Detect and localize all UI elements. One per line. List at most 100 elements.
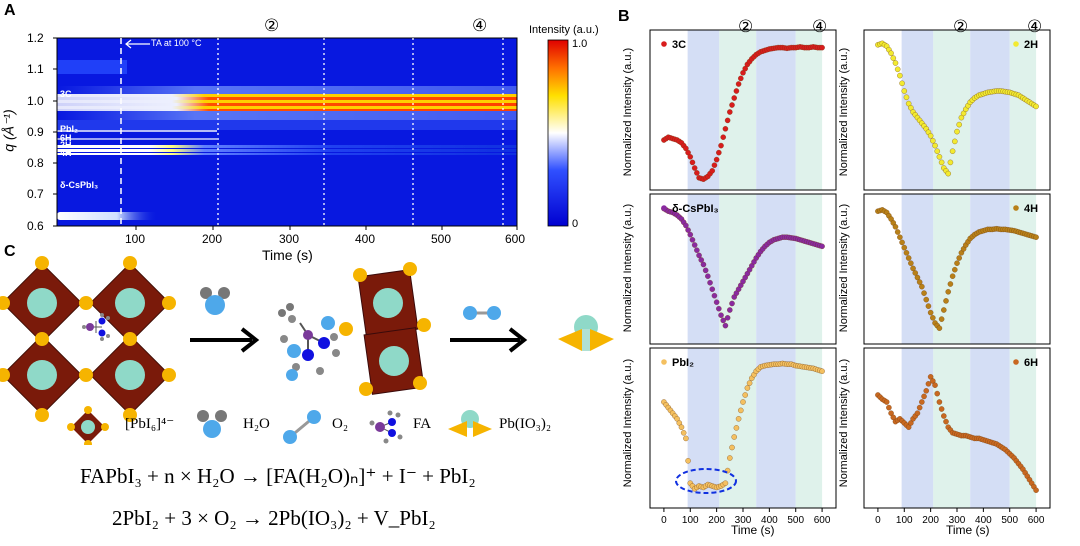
b-ylabel-r1r: Normalized Intensity (a.u.) (838, 47, 851, 177)
data-point (731, 434, 737, 440)
data-point (883, 399, 890, 405)
data-point (720, 134, 726, 140)
a-ytick: 0.6 (27, 219, 44, 233)
b-ylabel-r3l: Normalized Intensity (a.u.) (622, 358, 635, 488)
xtick-label: 200 (708, 515, 725, 526)
legend-fa-icon (369, 410, 403, 444)
data-point (689, 159, 696, 166)
data-point (916, 279, 923, 285)
phase-csPbI3-label: δ-CsPbI₃ (60, 180, 99, 190)
data-point (680, 430, 687, 436)
legend-pbi6-label: [PbI₆]⁴⁻ (125, 416, 175, 432)
legend-marker (661, 205, 667, 211)
phase-2h-label: 2H (60, 140, 72, 150)
data-point (899, 239, 905, 246)
panel-c-schematic (0, 256, 614, 445)
data-point (919, 283, 925, 290)
colorbar-title: Intensity (a.u.) (529, 24, 599, 36)
data-point (899, 80, 905, 87)
data-point (921, 393, 927, 400)
data-point (925, 381, 932, 387)
stage-band (756, 194, 796, 344)
data-point (930, 137, 936, 144)
xtick-label: 100 (896, 515, 913, 526)
subplot-2-1: 6H 0 100 200 300 400 500 600 (863, 347, 1051, 526)
data-point (724, 117, 731, 124)
data-point (956, 255, 962, 261)
data-point (713, 156, 720, 163)
stage-band (719, 30, 757, 190)
stage-band (756, 30, 796, 190)
data-point (947, 281, 954, 287)
data-point (903, 94, 910, 101)
data-point (903, 250, 910, 256)
b-stage-4-right: ④ (1027, 17, 1043, 36)
data-point (912, 270, 919, 276)
data-point (897, 234, 903, 240)
phase-pbi2-label: PbI₂ (60, 124, 78, 134)
pbio3-product (558, 315, 614, 351)
legend-pbio3-label: Pb(IO₃)₂ (499, 416, 552, 432)
perovskite-lattice (0, 256, 176, 422)
a-xtick: 100 (125, 232, 146, 246)
xtick-label: 400 (975, 515, 992, 526)
data-point (738, 407, 744, 414)
data-point (943, 418, 949, 425)
data-point (729, 444, 735, 451)
data-point (691, 165, 698, 171)
legend-h2o-label: H₂O (243, 416, 270, 432)
stage-band (795, 194, 823, 344)
legend-pbi6-icon (67, 406, 109, 445)
xtick-label: 0 (661, 515, 667, 526)
data-point (733, 88, 740, 94)
data-point (722, 126, 729, 132)
data-point (952, 266, 958, 273)
h2o-molecule (200, 287, 230, 315)
data-point (914, 410, 921, 416)
xtick-label: 300 (949, 515, 966, 526)
data-point (740, 399, 746, 405)
a-xtick: 300 (279, 232, 300, 246)
subplot-0-1: 2H (863, 29, 1051, 191)
pbi2-layer (339, 262, 431, 396)
stage-band (933, 194, 971, 344)
subplot-frame (649, 29, 837, 191)
subplot-2-0: PbI₂ 0 100 200 300 400 500 600 (649, 347, 837, 526)
data-point (936, 399, 943, 405)
stage-band (795, 348, 823, 508)
data-point (905, 255, 912, 261)
data-point (888, 50, 894, 56)
data-point (941, 307, 947, 313)
a-ytick: 0.7 (27, 187, 44, 201)
data-point (919, 399, 925, 405)
xtick-label: 0 (875, 515, 881, 526)
data-point (683, 222, 689, 229)
data-point (1033, 487, 1039, 493)
a-xtick: 400 (355, 232, 376, 246)
phase-4h-label: 4H (60, 148, 72, 158)
data-point (954, 260, 960, 266)
data-point (724, 315, 731, 321)
data-point (718, 312, 724, 318)
b-ylabel-r2r: Normalized Intensity (a.u.) (838, 203, 851, 333)
data-point (687, 154, 694, 160)
data-point (819, 44, 825, 51)
a-ytick: 1.1 (27, 62, 44, 76)
data-point (716, 305, 722, 312)
stage-band (970, 30, 1010, 190)
data-point (683, 435, 689, 442)
data-point (952, 138, 958, 145)
colorbar-max: 1.0 (572, 38, 588, 50)
data-point (698, 257, 705, 263)
data-point (923, 296, 929, 303)
subplot-frame (649, 193, 837, 345)
data-point (934, 390, 940, 397)
data-point (716, 149, 722, 156)
stage-band (1009, 194, 1037, 344)
data-point (685, 458, 691, 464)
legend-label: 4H (1024, 203, 1038, 215)
data-point (916, 404, 923, 411)
data-point (954, 128, 960, 135)
data-point (914, 274, 921, 281)
b-ylabel-r3r: Normalized Intensity (a.u.) (838, 358, 851, 488)
